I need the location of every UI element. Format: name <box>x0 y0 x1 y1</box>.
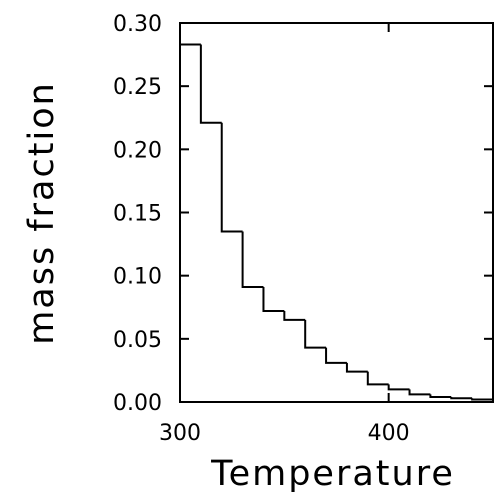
histogram-bin <box>408 389 431 396</box>
histogram-bin <box>345 362 368 373</box>
y-tick-label: 0.30 <box>113 12 162 37</box>
histogram-bin <box>450 396 473 400</box>
histogram-bin <box>304 319 327 349</box>
y-tick-label: 0.05 <box>113 328 162 353</box>
y-tick-label: 0.00 <box>113 391 162 416</box>
histogram-bin <box>387 384 410 391</box>
histogram-bin <box>220 122 243 233</box>
histogram-bin <box>429 394 452 398</box>
histogram-bin <box>283 311 306 321</box>
histogram-bin <box>471 398 493 401</box>
y-tick-label: 0.20 <box>113 138 162 163</box>
x-axis-title: Temperature <box>210 454 455 494</box>
y-tick-label: 0.15 <box>113 202 162 227</box>
histogram-bin <box>325 347 347 364</box>
histogram-bin <box>262 287 285 313</box>
axis-ticks <box>179 22 493 403</box>
plot-area <box>179 22 494 403</box>
x-tick-label: 400 <box>368 421 410 446</box>
x-tick-label: 300 <box>159 421 201 446</box>
tick-labels: 0.00 0.05 0.10 0.15 0.20 0.25 0.30 300 400 <box>113 12 410 446</box>
histogram-bin <box>179 43 201 402</box>
histogram-bin <box>241 231 264 289</box>
y-axis-title: mass fraction <box>22 81 62 345</box>
plot-frame <box>179 22 494 403</box>
y-tick-label: 0.10 <box>113 265 162 290</box>
histogram-bin <box>199 44 222 124</box>
y-tick-label: 0.25 <box>113 75 162 100</box>
histogram-bin <box>366 371 389 386</box>
